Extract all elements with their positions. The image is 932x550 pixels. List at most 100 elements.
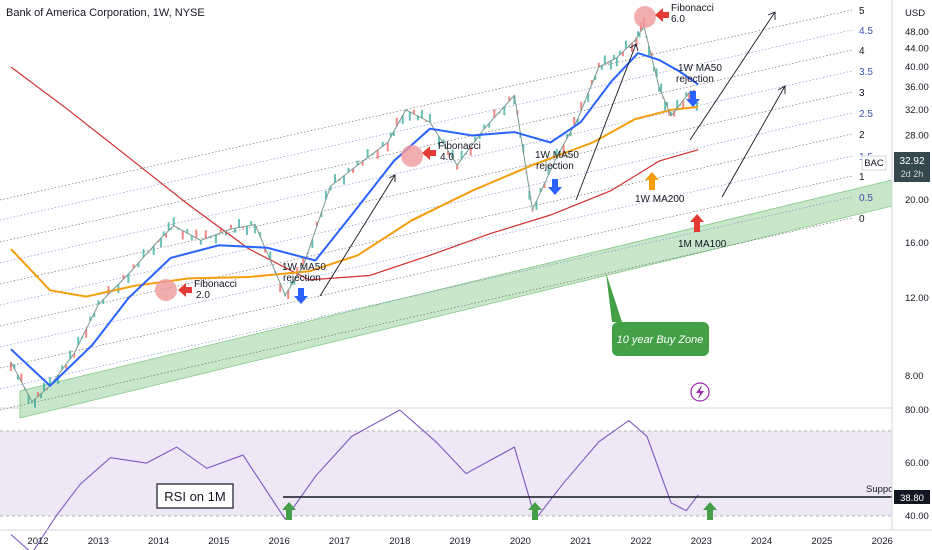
price-tick: 48.00 [905,27,929,38]
fib-level-label: 2 [859,130,865,141]
candle [334,174,336,183]
ma200-label: 1W MA200 [635,194,685,205]
candle [610,61,612,70]
price-tick: 20.00 [905,195,929,206]
candle [387,143,389,152]
fib-level-label: 3.5 [859,67,873,78]
rsi-tick: 80.00 [905,405,929,416]
lightning-icon[interactable] [691,383,709,401]
ma200-arrow [645,172,659,190]
candle [421,110,423,119]
year-tick: 2022 [630,536,651,547]
ma50-rej-1-label-2: rejection [283,273,321,284]
last-price: 32.92 [899,156,924,167]
fib-line [0,30,852,220]
rsi-label: RSI on 1M [164,489,225,504]
fib6-label-2: 6.0 [671,14,685,25]
fib4-arrow [422,146,436,160]
rsi-band [0,431,892,516]
fib2-arrow [178,283,192,297]
fib6-label-1: Fibonacci [671,3,714,14]
candle [182,231,184,240]
ma100m-line [11,67,698,280]
svg-text:1W MA50rejection: 1W MA50 rejection [282,262,326,284]
candle [200,241,202,245]
year-tick: 2024 [751,536,772,547]
rsi-tick: 40.00 [905,511,929,522]
svg-text:1W MA50rejection: 1W MA50 rejection [535,150,579,172]
fib-level-label: 5 [859,6,865,17]
fib-level-label: 0.5 [859,193,873,204]
fib-line [0,176,852,368]
fib2-highlight [155,279,177,301]
price-tick: 36.00 [905,82,929,93]
candle [195,230,197,239]
symbol-label: BAC [864,158,884,169]
fib2-label-1: Fibonacci [194,279,237,290]
buy-zone-label: 10 year Buy Zone [617,334,704,346]
year-tick: 2026 [872,536,893,547]
price-tick: 28.00 [905,131,929,142]
candle [173,217,175,226]
ma50-rej-3-label-2: rejection [676,74,714,85]
candle [234,228,236,232]
rsi-tick: 60.00 [905,458,929,469]
price-tick: 12.00 [905,293,929,304]
price-tick: 32.00 [905,105,929,116]
fib-level-label: 3 [859,88,865,99]
year-tick: 2020 [510,536,531,547]
buy-zone-channel [20,180,892,418]
year-tick: 2025 [811,536,832,547]
candle [246,226,248,235]
fib-level-label: 2.5 [859,109,873,120]
fib-line [0,10,852,200]
fib6-highlight [634,6,656,28]
candle [604,55,606,64]
ma50-rejection-arrow-2 [548,179,562,195]
candle [367,149,369,158]
last-price-tag: BAC 32.92 2d 2h [862,152,930,182]
fib-level-label: 4 [859,46,865,57]
year-tick: 2015 [208,536,229,547]
year-tick: 2017 [329,536,350,547]
year-tick: 2018 [389,536,410,547]
candle [409,112,411,121]
fib-level-label: 0 [859,214,865,225]
fib2-label-2: 2.0 [196,290,210,301]
candle [343,176,345,185]
ma50-rej-1-label-1: 1W MA50 [282,262,326,273]
fib4-highlight [401,145,423,167]
candle [215,235,217,244]
year-tick: 2019 [450,536,471,547]
ma50-rej-3-label-1: 1W MA50 [678,63,722,74]
fib-level-label: 4.5 [859,26,873,37]
price-tick: 44.00 [905,44,929,55]
price-tick: 16.00 [905,238,929,249]
candle [377,150,379,159]
fib4-label-2: 4.0 [440,152,454,163]
candle [205,230,207,239]
year-tick: 2012 [27,536,48,547]
year-tick: 2013 [88,536,109,547]
price-tick: 40.00 [905,62,929,73]
candle [238,219,240,228]
time-axis: 2012 2013 2014 2015 2016 2017 2018 2019 2020 2021… [27,536,892,547]
year-tick: 2021 [570,536,591,547]
year-tick: 2014 [148,536,169,547]
candle [616,58,618,67]
fib-level-label: 1 [859,172,865,183]
year-tick: 2023 [691,536,712,547]
rsi-support-value: 38.80 [900,493,924,504]
ma50-rej-2-label-1: 1W MA50 [535,150,579,161]
currency-label: USD [905,8,925,19]
fib6-arrow [655,8,669,22]
countdown: 2d 2h [901,169,924,179]
buy-zone-callout: 10 year Buy Zone [606,273,709,356]
price-tick: 8.00 [905,371,924,382]
fib4-label-1: Fibonacci [438,141,481,152]
